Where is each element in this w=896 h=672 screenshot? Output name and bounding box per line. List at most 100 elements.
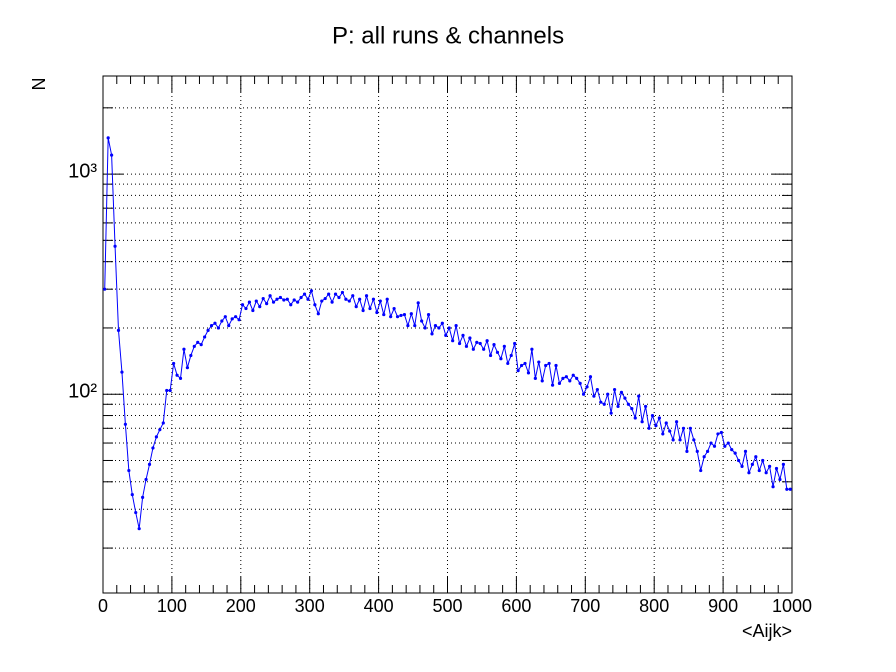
- x-tick-label: 1000: [772, 596, 812, 616]
- data-point: [237, 318, 241, 322]
- data-point: [120, 370, 124, 374]
- data-point: [478, 341, 482, 346]
- data-point: [192, 344, 196, 348]
- data-point: [550, 383, 555, 387]
- data-point: [185, 366, 190, 370]
- data-point: [110, 153, 114, 157]
- data-point: [103, 287, 107, 291]
- data-point: [313, 303, 317, 307]
- data-point: [358, 297, 362, 301]
- data-point: [382, 312, 386, 317]
- data-point: [668, 429, 672, 433]
- data-point: [392, 306, 396, 311]
- data-point: [302, 292, 307, 296]
- data-point: [485, 339, 489, 343]
- data-point: [464, 344, 469, 348]
- data-point: [705, 449, 710, 453]
- data-point: [495, 350, 500, 354]
- data-point: [785, 487, 789, 491]
- data-point: [513, 341, 517, 346]
- data-point: [278, 295, 283, 300]
- data-point: [616, 404, 620, 409]
- data-point: [654, 424, 658, 428]
- data-point: [371, 297, 376, 301]
- data-point: [285, 297, 289, 301]
- data-point: [213, 321, 217, 325]
- data-point: [678, 438, 682, 442]
- data-point: [113, 244, 117, 248]
- data-point: [630, 407, 634, 411]
- data-point: [599, 400, 603, 404]
- data-point: [488, 353, 493, 358]
- data-point: [206, 328, 210, 332]
- data-point: [389, 315, 393, 319]
- data-point: [643, 404, 648, 409]
- data-point: [158, 428, 162, 432]
- data-point: [151, 446, 155, 450]
- data-point: [726, 441, 730, 445]
- data-point: [137, 527, 141, 531]
- data-point: [771, 485, 775, 489]
- data-point: [530, 347, 534, 351]
- data-point: [499, 357, 503, 361]
- data-point: [709, 441, 713, 445]
- data-point: [420, 319, 424, 323]
- data-point: [540, 379, 544, 383]
- data-point: [519, 363, 524, 368]
- data-point: [282, 298, 286, 302]
- data-point: [258, 305, 262, 309]
- data-point: [695, 449, 699, 453]
- data-point: [781, 462, 785, 466]
- data-point: [182, 347, 186, 351]
- data-point: [733, 451, 737, 455]
- data-point: [296, 300, 300, 304]
- data-point: [716, 432, 720, 436]
- data-point: [578, 381, 582, 385]
- data-point: [633, 416, 637, 420]
- data-point: [123, 422, 127, 426]
- data-point: [740, 464, 744, 468]
- data-point: [141, 495, 145, 499]
- x-tick-label: 300: [295, 596, 325, 616]
- data-point: [323, 296, 327, 301]
- data-point: [134, 510, 138, 515]
- data-point: [247, 300, 252, 304]
- data-point: [306, 297, 310, 301]
- data-point: [571, 373, 575, 377]
- data-point: [337, 295, 341, 300]
- data-point: [399, 313, 403, 318]
- data-point: [127, 468, 131, 473]
- data-point: [395, 315, 400, 319]
- data-point: [647, 426, 651, 430]
- data-point: [106, 136, 110, 140]
- x-axis-label: <Aijk>: [742, 621, 792, 641]
- data-point: [130, 492, 134, 497]
- data-point: [468, 336, 472, 340]
- data-point: [637, 394, 641, 398]
- data-point: [516, 369, 520, 373]
- data-point: [251, 308, 255, 313]
- data-point: [299, 295, 303, 300]
- data-point: [440, 321, 444, 325]
- data-point: [554, 363, 558, 368]
- data-point: [333, 292, 338, 296]
- x-tick-label: 200: [226, 596, 256, 616]
- data-point: [361, 308, 365, 313]
- data-point: [199, 343, 203, 347]
- data-point: [537, 360, 541, 364]
- data-point: [209, 323, 214, 328]
- data-point: [340, 290, 345, 295]
- y-tick-label: 10²: [68, 380, 97, 402]
- data-point: [509, 353, 513, 358]
- data-point: [575, 376, 579, 380]
- data-point: [454, 323, 458, 328]
- data-point: [712, 444, 717, 448]
- data-point: [220, 319, 224, 323]
- data-point: [482, 347, 486, 351]
- data-point: [244, 306, 248, 311]
- data-point: [147, 462, 152, 466]
- data-point: [116, 328, 121, 332]
- data-point: [547, 361, 551, 366]
- data-point: [612, 387, 617, 392]
- data-point: [426, 312, 431, 317]
